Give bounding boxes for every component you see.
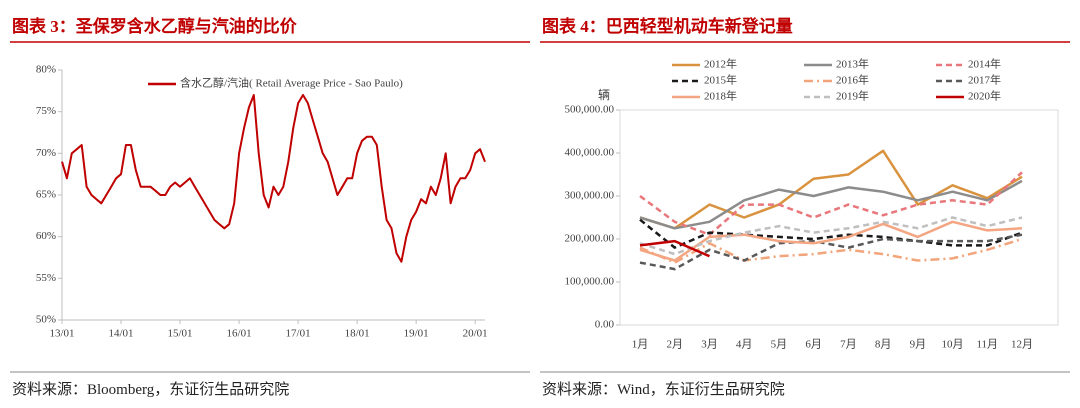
x-tick-label: 1月 [632,339,649,351]
x-tick-label: 16/01 [227,328,252,340]
y-tick-label: 65% [36,189,56,201]
x-tick-label: 2月 [666,339,683,351]
x-tick-label: 6月 [805,339,822,351]
legend-label: 2020年 [968,89,1001,103]
legend-label: 2017年 [968,73,1001,87]
source-note: 资料来源：Wind，东证衍生品研究院 [542,380,785,398]
legend-label: 含水乙醇/汽油( Retail Average Price - Sao Paul… [180,76,403,90]
y-tick-label: 70% [36,147,56,159]
x-tick-label: 4月 [736,339,753,351]
legend-label: 2016年 [836,73,869,87]
series-line [639,233,1023,271]
y-tick-label: 80% [36,64,56,76]
x-tick-label: 11月 [976,339,998,351]
y-tick-label: 50% [36,314,56,326]
series-line [639,179,1023,230]
x-tick-label: 15/01 [168,328,193,340]
y-tick-label: 400,000.00 [565,147,615,159]
y-tick-label: 75% [36,105,56,117]
series-line [639,171,1023,236]
series-line [639,220,1023,262]
series-line [639,237,1023,264]
series-line [639,218,1023,249]
series-line [61,94,486,263]
x-tick-label: 5月 [771,339,788,351]
chart-title: 图表 3：圣保罗含水乙醇与汽油的比价 [12,16,298,36]
y-tick-label: 200,000.00 [565,233,615,245]
legend-label: 2014年 [968,57,1001,71]
series-line [639,239,710,258]
series-line [639,149,1023,230]
legend-label: 2019年 [836,89,869,103]
legend-label: 2012年 [704,57,737,71]
source-note: 资料来源：Bloomberg，东证衍生品研究院 [12,380,289,398]
x-tick-label: 7月 [840,339,857,351]
x-tick-label: 14/01 [108,328,133,340]
x-tick-label: 17/01 [286,328,311,340]
x-tick-label: 8月 [875,339,892,351]
y-tick-label: 55% [36,272,56,284]
x-tick-label: 9月 [910,339,927,351]
legend-label: 2018年 [704,89,737,103]
x-tick-label: 18/01 [345,328,370,340]
x-tick-label: 12月 [1011,339,1033,351]
y-tick-label: 300,000.00 [565,190,615,202]
plot-frame [619,109,1059,326]
x-tick-label: 10月 [942,339,964,351]
y-tick-label: 500,000.00 [565,104,615,116]
chart-title: 图表 4：巴西轻型机动车新登记量 [542,16,793,36]
legend-label: 2013年 [836,57,869,71]
x-tick-label: 20/01 [463,328,488,340]
x-tick-label: 13/01 [49,328,74,340]
x-tick-label: 19/01 [404,328,429,340]
y-tick-label: 0.00 [595,319,615,331]
legend-label: 2015年 [704,73,737,87]
y-tick-label: 60% [36,230,56,242]
x-tick-label: 3月 [701,339,718,351]
y-tick-label: 100,000.00 [565,276,615,288]
y-axis-label: 辆 [598,88,610,102]
